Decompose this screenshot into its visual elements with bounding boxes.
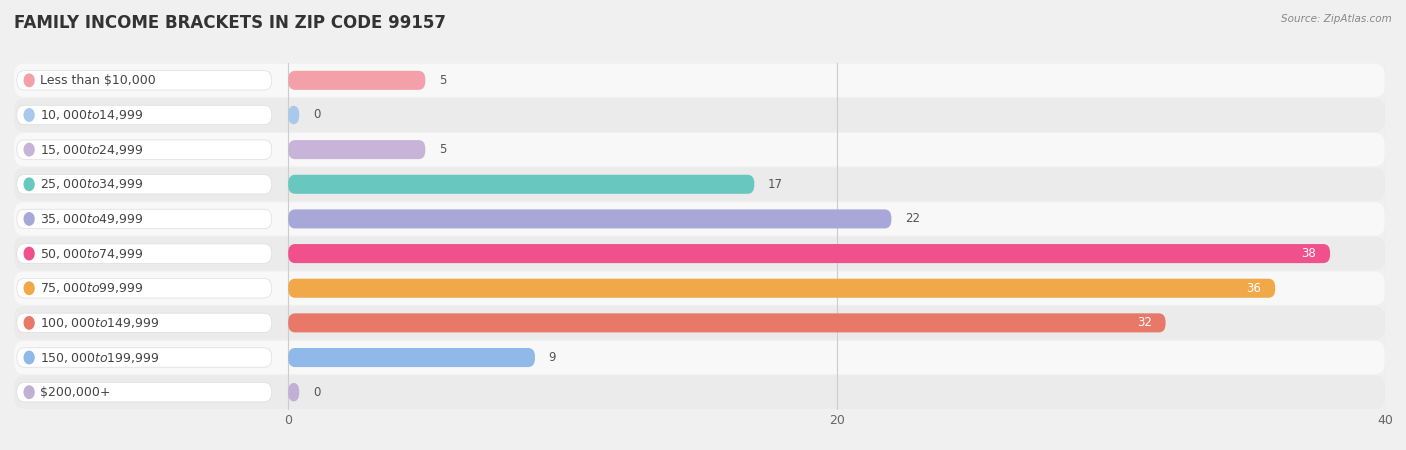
FancyBboxPatch shape bbox=[288, 244, 1330, 263]
Text: 9: 9 bbox=[548, 351, 557, 364]
Text: $75,000 to $99,999: $75,000 to $99,999 bbox=[41, 281, 143, 295]
Circle shape bbox=[24, 213, 34, 225]
FancyBboxPatch shape bbox=[17, 313, 271, 333]
FancyBboxPatch shape bbox=[288, 105, 299, 125]
FancyBboxPatch shape bbox=[14, 237, 1385, 270]
Text: 5: 5 bbox=[439, 143, 446, 156]
FancyBboxPatch shape bbox=[17, 71, 271, 90]
Text: $150,000 to $199,999: $150,000 to $199,999 bbox=[41, 351, 159, 364]
FancyBboxPatch shape bbox=[14, 376, 1385, 409]
FancyBboxPatch shape bbox=[14, 99, 1385, 131]
FancyBboxPatch shape bbox=[17, 209, 271, 229]
FancyBboxPatch shape bbox=[17, 382, 271, 402]
Text: 38: 38 bbox=[1302, 247, 1316, 260]
FancyBboxPatch shape bbox=[17, 175, 271, 194]
Circle shape bbox=[24, 144, 34, 156]
Text: $50,000 to $74,999: $50,000 to $74,999 bbox=[41, 247, 143, 261]
FancyBboxPatch shape bbox=[14, 64, 1385, 97]
Text: 36: 36 bbox=[1247, 282, 1261, 295]
Text: 32: 32 bbox=[1137, 316, 1152, 329]
Text: $35,000 to $49,999: $35,000 to $49,999 bbox=[41, 212, 143, 226]
Circle shape bbox=[24, 178, 34, 190]
Circle shape bbox=[24, 109, 34, 121]
Text: 0: 0 bbox=[314, 386, 321, 399]
FancyBboxPatch shape bbox=[288, 175, 755, 194]
Circle shape bbox=[24, 351, 34, 364]
Text: $25,000 to $34,999: $25,000 to $34,999 bbox=[41, 177, 143, 191]
Text: 5: 5 bbox=[439, 74, 446, 87]
Text: 22: 22 bbox=[905, 212, 920, 225]
FancyBboxPatch shape bbox=[17, 140, 271, 159]
FancyBboxPatch shape bbox=[14, 168, 1385, 201]
Circle shape bbox=[24, 282, 34, 294]
FancyBboxPatch shape bbox=[17, 348, 271, 367]
FancyBboxPatch shape bbox=[288, 209, 891, 229]
FancyBboxPatch shape bbox=[14, 272, 1385, 305]
FancyBboxPatch shape bbox=[14, 202, 1385, 235]
FancyBboxPatch shape bbox=[288, 71, 426, 90]
FancyBboxPatch shape bbox=[17, 244, 271, 263]
Circle shape bbox=[24, 74, 34, 86]
Text: 17: 17 bbox=[768, 178, 783, 191]
Circle shape bbox=[24, 317, 34, 329]
FancyBboxPatch shape bbox=[14, 133, 1385, 166]
FancyBboxPatch shape bbox=[14, 341, 1385, 374]
FancyBboxPatch shape bbox=[14, 306, 1385, 339]
FancyBboxPatch shape bbox=[288, 348, 536, 367]
Circle shape bbox=[24, 248, 34, 260]
Circle shape bbox=[24, 386, 34, 398]
Text: Less than $10,000: Less than $10,000 bbox=[41, 74, 156, 87]
Text: 0: 0 bbox=[314, 108, 321, 122]
FancyBboxPatch shape bbox=[288, 382, 299, 402]
Text: Source: ZipAtlas.com: Source: ZipAtlas.com bbox=[1281, 14, 1392, 23]
Text: $10,000 to $14,999: $10,000 to $14,999 bbox=[41, 108, 143, 122]
FancyBboxPatch shape bbox=[17, 279, 271, 298]
Text: $15,000 to $24,999: $15,000 to $24,999 bbox=[41, 143, 143, 157]
FancyBboxPatch shape bbox=[288, 279, 1275, 298]
Text: $200,000+: $200,000+ bbox=[41, 386, 111, 399]
FancyBboxPatch shape bbox=[288, 140, 426, 159]
FancyBboxPatch shape bbox=[17, 105, 271, 125]
Text: $100,000 to $149,999: $100,000 to $149,999 bbox=[41, 316, 159, 330]
Text: FAMILY INCOME BRACKETS IN ZIP CODE 99157: FAMILY INCOME BRACKETS IN ZIP CODE 99157 bbox=[14, 14, 446, 32]
FancyBboxPatch shape bbox=[288, 313, 1166, 333]
